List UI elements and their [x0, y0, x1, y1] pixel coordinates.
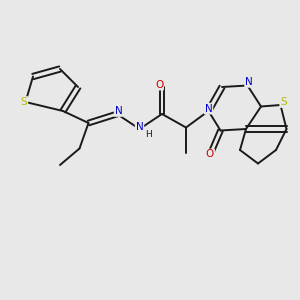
Text: N: N	[115, 106, 122, 116]
Text: N: N	[205, 103, 212, 114]
Text: N: N	[136, 122, 143, 132]
Text: O: O	[155, 80, 163, 90]
Text: S: S	[21, 97, 27, 107]
Text: S: S	[280, 97, 287, 107]
Text: N: N	[245, 77, 253, 87]
Text: H: H	[145, 130, 152, 139]
Text: O: O	[206, 149, 214, 160]
